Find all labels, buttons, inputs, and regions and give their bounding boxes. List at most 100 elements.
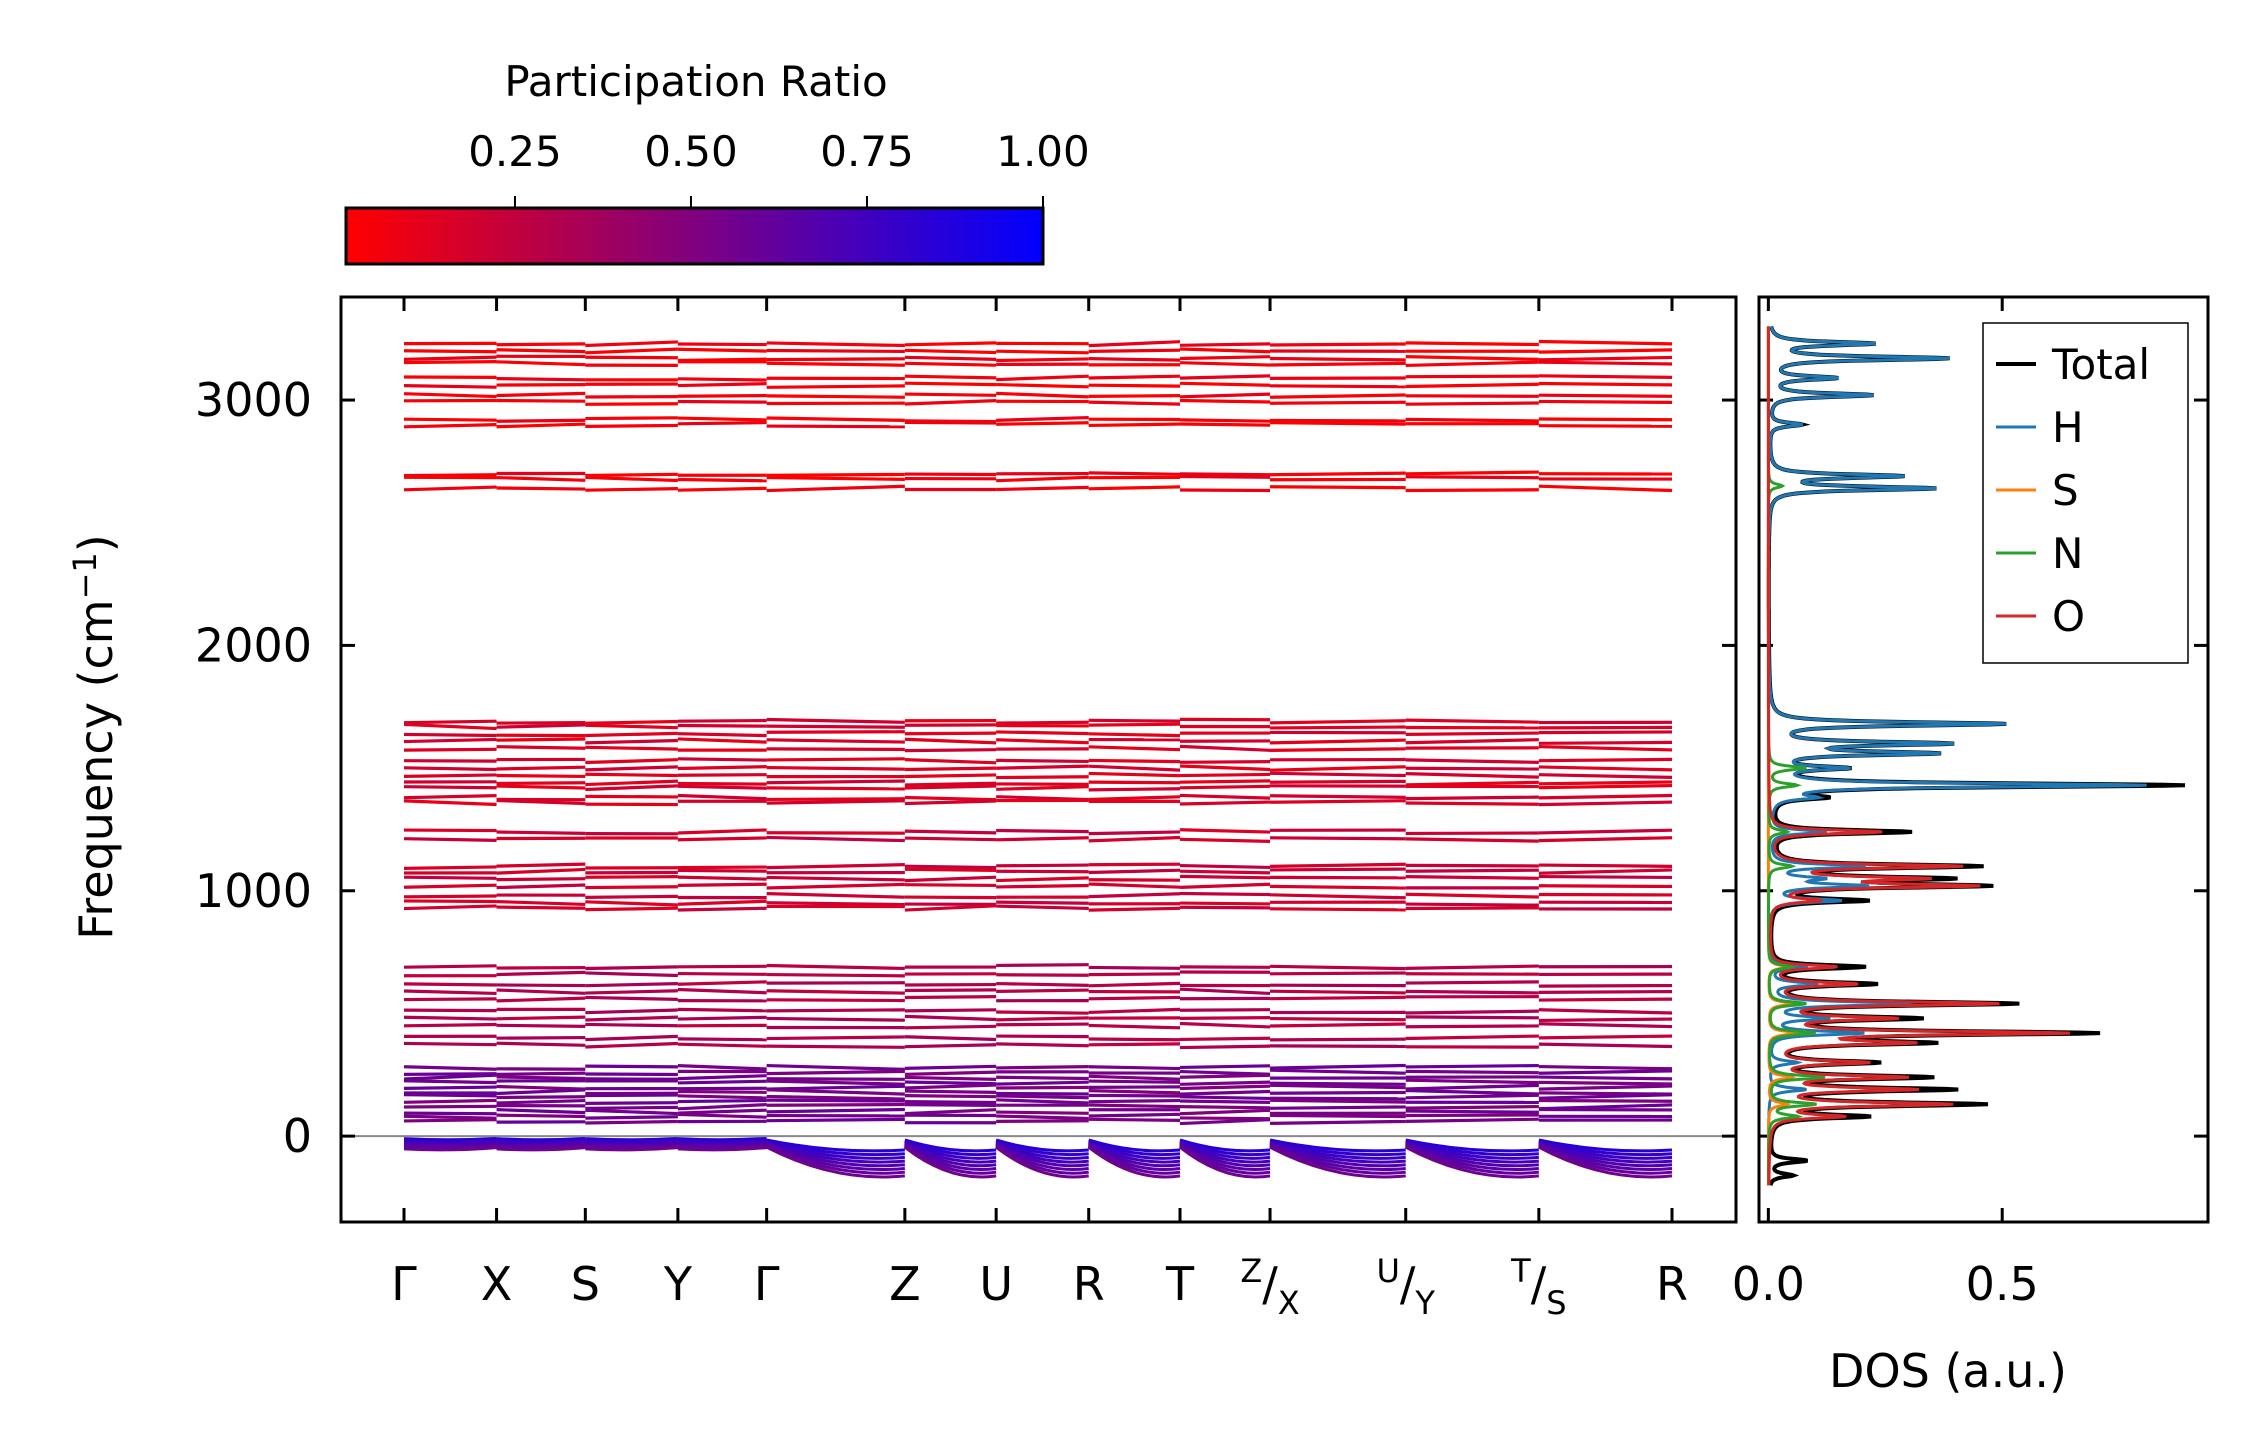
phonon-band bbox=[904, 904, 997, 912]
phonon-band bbox=[1088, 830, 1181, 836]
phonon-band bbox=[1405, 1009, 1539, 1015]
phonon-band bbox=[1405, 1034, 1539, 1041]
phonon-band bbox=[677, 1089, 767, 1094]
phonon-band bbox=[403, 383, 497, 389]
phonon-band bbox=[585, 989, 678, 995]
phonon-band bbox=[1405, 401, 1539, 406]
acoustic-band bbox=[995, 1138, 1089, 1153]
phonon-band bbox=[1088, 981, 1181, 988]
phonon-band bbox=[585, 1022, 678, 1028]
phonon-band bbox=[1405, 964, 1539, 970]
phonon-band bbox=[677, 1103, 767, 1111]
phonon-band bbox=[766, 1117, 905, 1123]
acoustic-band bbox=[766, 1138, 905, 1153]
phonon-band bbox=[1088, 764, 1181, 772]
phonon-band bbox=[1180, 1008, 1271, 1012]
phonon-band bbox=[1179, 422, 1271, 427]
phonon-band bbox=[677, 875, 767, 881]
phonon-band bbox=[1405, 417, 1539, 423]
phonon-band bbox=[1270, 342, 1406, 347]
acoustic-band bbox=[765, 1145, 906, 1179]
phonon-band bbox=[1179, 874, 1271, 880]
phonon-band bbox=[677, 382, 767, 388]
phonon-band bbox=[1179, 342, 1271, 347]
phonon-band bbox=[1538, 740, 1673, 745]
x-tick-label-pre: U bbox=[1376, 1252, 1399, 1290]
phonon-band bbox=[996, 1110, 1089, 1115]
phonon-band bbox=[904, 883, 997, 888]
phonon-band bbox=[585, 723, 678, 730]
phonon-band bbox=[1179, 863, 1271, 870]
phonon-band bbox=[677, 377, 767, 382]
phonon-band bbox=[904, 1089, 997, 1094]
phonon-band bbox=[1179, 1095, 1271, 1101]
phonon-band bbox=[496, 342, 586, 347]
high-symmetry-ticks: Γ X S Y Γ Z U R T Z/XU/YT/S R bbox=[391, 297, 1688, 1322]
phonon-band bbox=[766, 786, 905, 791]
phonon-band bbox=[1179, 1073, 1271, 1079]
phonon-band bbox=[1405, 1083, 1539, 1091]
legend-label: Total bbox=[2051, 340, 2150, 389]
phonon-band bbox=[677, 723, 767, 728]
phonon-band bbox=[766, 1063, 905, 1072]
phonon-band bbox=[677, 781, 767, 786]
acoustic-band bbox=[1269, 1145, 1406, 1179]
phonon-band bbox=[904, 773, 997, 779]
phonon-band bbox=[403, 1022, 497, 1028]
phonon-band bbox=[904, 381, 997, 387]
phonon-band bbox=[677, 899, 767, 906]
acoustic-band bbox=[1088, 1138, 1181, 1153]
phonon-band bbox=[996, 883, 1089, 889]
phonon-band bbox=[585, 906, 678, 912]
dos-plot-frame bbox=[1757, 295, 2210, 1224]
phonon-band bbox=[403, 766, 497, 772]
phonon-band bbox=[585, 971, 678, 978]
phonon-band bbox=[1088, 471, 1181, 476]
phonon-band bbox=[996, 1080, 1089, 1086]
phonon-band bbox=[996, 730, 1089, 736]
phonon-band bbox=[585, 738, 678, 745]
phonon-band bbox=[1270, 1063, 1406, 1070]
phonon-band bbox=[1088, 394, 1181, 398]
phonon-band bbox=[1180, 760, 1271, 764]
phonon-band bbox=[904, 875, 997, 883]
phonon-band bbox=[1179, 744, 1271, 752]
phonon-band bbox=[766, 1107, 905, 1114]
phonon-band bbox=[496, 784, 586, 790]
phonon-band bbox=[1405, 892, 1539, 899]
phonon-band bbox=[904, 361, 997, 367]
phonon-band bbox=[585, 1105, 678, 1110]
phonon-band bbox=[677, 718, 767, 723]
phonon-band bbox=[677, 416, 767, 422]
phonon-band bbox=[904, 374, 997, 380]
phonon-band bbox=[1405, 341, 1539, 347]
phonon-band bbox=[996, 374, 1089, 382]
phonon-band bbox=[1270, 765, 1406, 772]
phonon-band bbox=[496, 723, 586, 729]
legend-label: H bbox=[2052, 403, 2084, 452]
phonon-band bbox=[1088, 780, 1181, 785]
phonon-band bbox=[403, 1111, 497, 1116]
phonon-band bbox=[585, 779, 678, 787]
phonon-band bbox=[996, 876, 1089, 883]
x-tick-label: T/S bbox=[1510, 1252, 1566, 1322]
phonon-band bbox=[1088, 771, 1181, 778]
phonon-band bbox=[996, 775, 1089, 780]
y-tick-label: 3000 bbox=[195, 373, 312, 427]
phonon-band bbox=[1405, 470, 1539, 476]
phonon-band bbox=[1405, 374, 1539, 379]
phonon-band bbox=[1270, 771, 1406, 778]
phonon-band bbox=[996, 421, 1089, 426]
phonon-band bbox=[496, 1113, 586, 1119]
phonon-band bbox=[677, 1037, 767, 1042]
phonon-band bbox=[904, 784, 997, 790]
phonon-band bbox=[904, 836, 997, 842]
phonon-band bbox=[496, 765, 586, 771]
phonon-band bbox=[1405, 1093, 1539, 1100]
phonon-band bbox=[1405, 1069, 1539, 1075]
phonon-band bbox=[1088, 1079, 1181, 1084]
phonon-band bbox=[585, 982, 678, 988]
phonon-band bbox=[766, 799, 905, 805]
phonon-band bbox=[1405, 1109, 1539, 1114]
phonon-band bbox=[403, 883, 497, 889]
